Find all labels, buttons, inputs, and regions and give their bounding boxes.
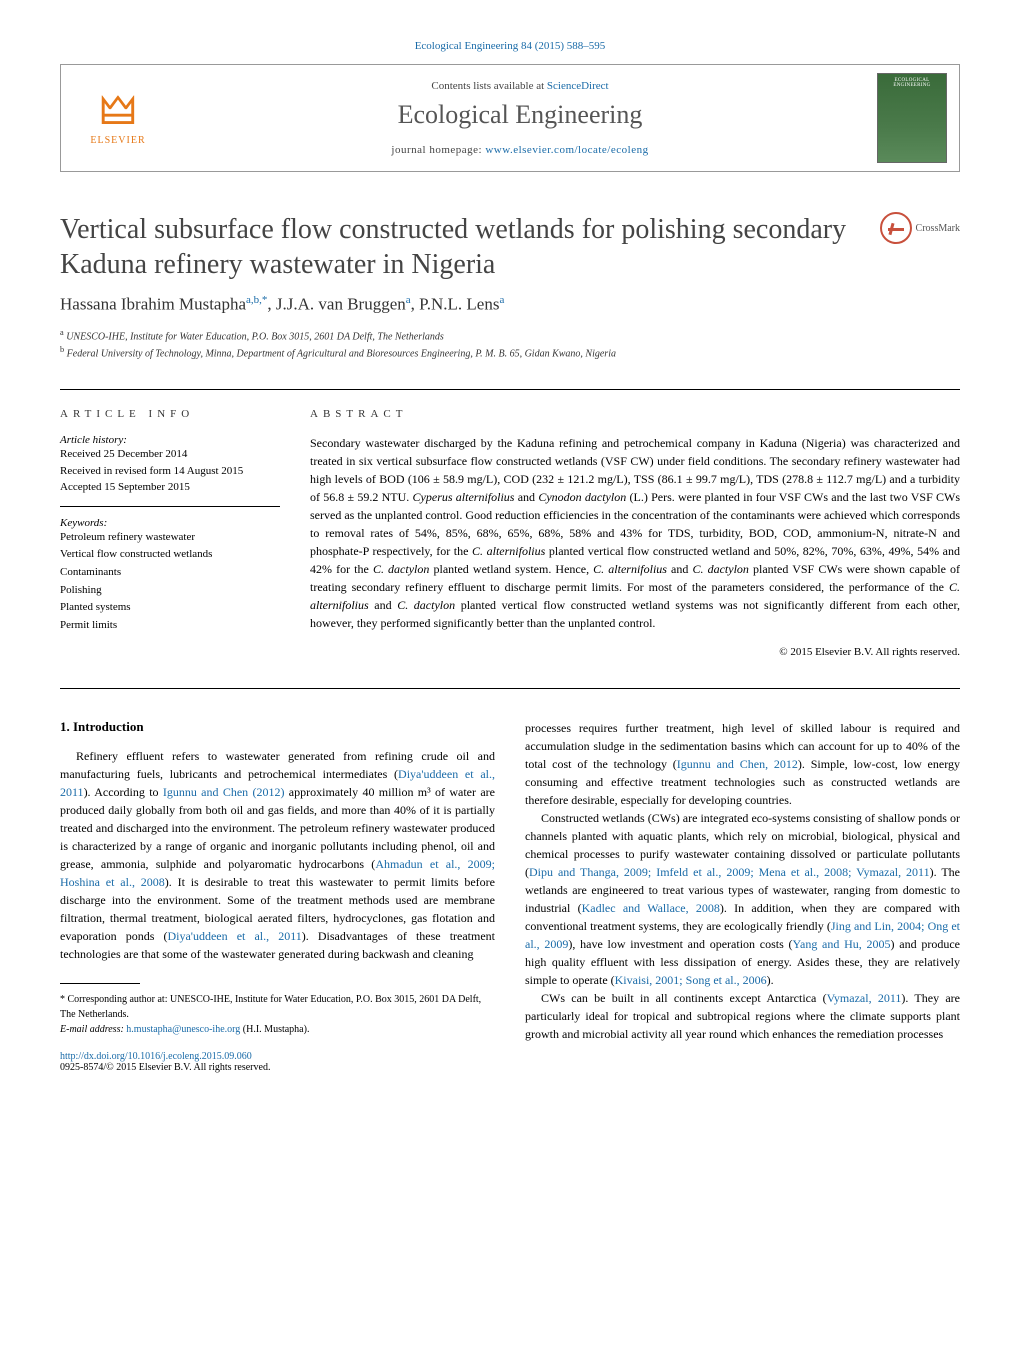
intro-para-4: CWs can be built in all continents excep… bbox=[525, 989, 960, 1043]
citation-link[interactable]: Kadlec and Wallace, 2008 bbox=[582, 901, 720, 915]
journal-cover-thumbnail bbox=[877, 73, 947, 163]
section-divider bbox=[60, 688, 960, 689]
keyword: Contaminants bbox=[60, 564, 280, 582]
keyword: Polishing bbox=[60, 582, 280, 600]
crossmark-badge[interactable]: CrossMark bbox=[880, 212, 960, 244]
info-abstract-row: ARTICLE INFO Article history: Received 2… bbox=[60, 389, 960, 658]
issn-copyright: 0925-8574/© 2015 Elsevier B.V. All right… bbox=[60, 1062, 270, 1073]
homepage-line: journal homepage: www.elsevier.com/locat… bbox=[163, 144, 877, 156]
footnote-separator bbox=[60, 983, 140, 984]
doi-link[interactable]: http://dx.doi.org/10.1016/j.ecoleng.2015… bbox=[60, 1051, 252, 1062]
left-column: 1. Introduction Refinery effluent refers… bbox=[60, 719, 495, 1073]
article-history-block: Article history: Received 25 December 20… bbox=[60, 434, 280, 507]
keywords-list: Petroleum refinery wastewater Vertical f… bbox=[60, 529, 280, 635]
sciencedirect-link[interactable]: ScienceDirect bbox=[547, 80, 609, 92]
elsevier-logo: 🜲 ELSEVIER bbox=[73, 73, 163, 163]
history-line-1: Received in revised form 14 August 2015 bbox=[60, 463, 280, 480]
citation-link[interactable]: Vymazal, 2011 bbox=[827, 991, 902, 1005]
intro-para-2: processes requires further treatment, hi… bbox=[525, 719, 960, 809]
header-center: Contents lists available at ScienceDirec… bbox=[163, 80, 877, 156]
history-line-0: Received 25 December 2014 bbox=[60, 446, 280, 463]
journal-header-box: 🜲 ELSEVIER Contents lists available at S… bbox=[60, 64, 960, 172]
citation-link[interactable]: Kivaisi, 2001; Song et al., 2006 bbox=[615, 973, 767, 987]
keyword: Permit limits bbox=[60, 617, 280, 635]
citation-link[interactable]: Dipu and Thanga, 2009; Imfeld et al., 20… bbox=[529, 865, 930, 879]
keyword: Vertical flow constructed wetlands bbox=[60, 546, 280, 564]
corresponding-author-footnote: * Corresponding author at: UNESCO-IHE, I… bbox=[60, 992, 495, 1022]
keyword: Petroleum refinery wastewater bbox=[60, 529, 280, 547]
elsevier-tree-icon: 🜲 bbox=[100, 91, 136, 131]
intro-para-3: Constructed wetlands (CWs) are integrate… bbox=[525, 809, 960, 989]
affiliation-a: UNESCO-IHE, Institute for Water Educatio… bbox=[66, 331, 444, 342]
journal-name: Ecological Engineering bbox=[163, 100, 877, 130]
right-column: processes requires further treatment, hi… bbox=[525, 719, 960, 1073]
keyword: Planted systems bbox=[60, 599, 280, 617]
authors-line: Hassana Ibrahim Mustaphaa,b,*, J.J.A. va… bbox=[60, 294, 960, 315]
keywords-label: Keywords: bbox=[60, 517, 280, 529]
abstract-text: Secondary wastewater discharged by the K… bbox=[310, 434, 960, 632]
email-link[interactable]: h.mustapha@unesco-ihe.org bbox=[126, 1024, 240, 1035]
title-row: Vertical subsurface flow constructed wet… bbox=[60, 212, 960, 282]
journal-homepage-link[interactable]: www.elsevier.com/locate/ecoleng bbox=[485, 144, 648, 156]
affiliations: a UNESCO-IHE, Institute for Water Educat… bbox=[60, 327, 960, 362]
email-footnote: E-mail address: h.mustapha@unesco-ihe.or… bbox=[60, 1022, 495, 1037]
doi-block: http://dx.doi.org/10.1016/j.ecoleng.2015… bbox=[60, 1051, 495, 1073]
intro-para-1: Refinery effluent refers to wastewater g… bbox=[60, 747, 495, 963]
affiliation-b: Federal University of Technology, Minna,… bbox=[67, 348, 616, 359]
publisher-name: ELSEVIER bbox=[90, 135, 145, 146]
article-info-heading: ARTICLE INFO bbox=[60, 408, 280, 420]
article-info-column: ARTICLE INFO Article history: Received 2… bbox=[60, 408, 280, 658]
keywords-block: Keywords: Petroleum refinery wastewater … bbox=[60, 517, 280, 635]
history-label: Article history: bbox=[60, 434, 280, 446]
history-line-2: Accepted 15 September 2015 bbox=[60, 479, 280, 496]
citation-link[interactable]: Diya'uddeen et al., 2011 bbox=[167, 929, 301, 943]
article-title: Vertical subsurface flow constructed wet… bbox=[60, 212, 880, 282]
crossmark-icon bbox=[880, 212, 912, 244]
citation-link[interactable]: Igunnu and Chen, 2012 bbox=[677, 757, 798, 771]
abstract-copyright: © 2015 Elsevier B.V. All rights reserved… bbox=[310, 646, 960, 658]
journal-reference: Ecological Engineering 84 (2015) 588–595 bbox=[60, 40, 960, 52]
contents-available-line: Contents lists available at ScienceDirec… bbox=[163, 80, 877, 92]
body-columns: 1. Introduction Refinery effluent refers… bbox=[60, 719, 960, 1073]
journal-ref-link[interactable]: Ecological Engineering 84 (2015) 588–595 bbox=[415, 40, 606, 52]
citation-link[interactable]: Igunnu and Chen (2012) bbox=[163, 785, 285, 799]
citation-link[interactable]: Yang and Hu, 2005 bbox=[793, 937, 891, 951]
intro-heading: 1. Introduction bbox=[60, 719, 495, 735]
abstract-column: ABSTRACT Secondary wastewater discharged… bbox=[310, 408, 960, 658]
abstract-heading: ABSTRACT bbox=[310, 408, 960, 420]
crossmark-label: CrossMark bbox=[916, 223, 960, 234]
